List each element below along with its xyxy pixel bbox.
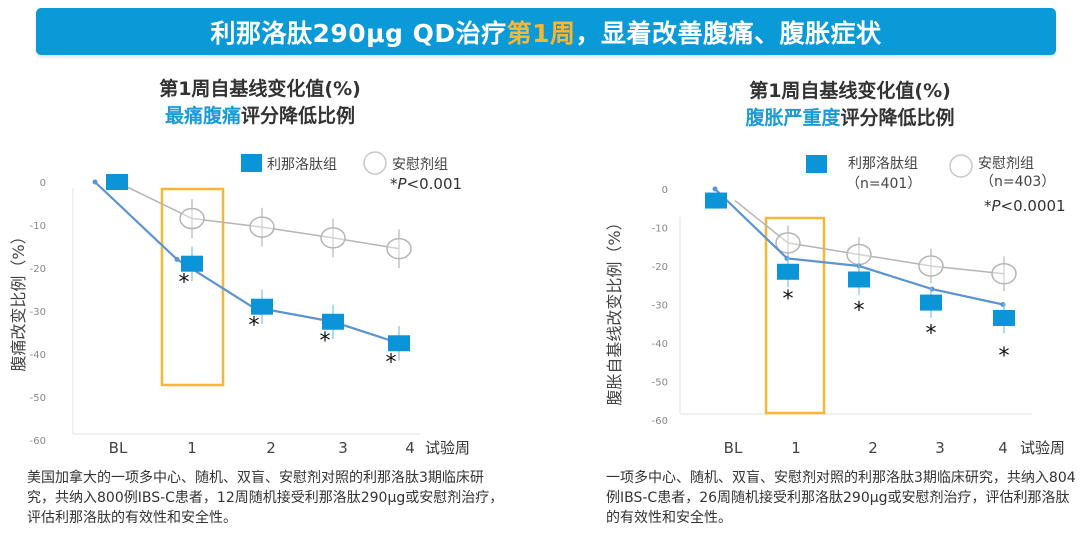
placebo-marker <box>386 237 412 260</box>
right-panel-title: 第1周自基线变化值(%) 腹胀严重度评分降低比例 <box>700 78 1000 132</box>
y-tick-label: -50 <box>30 393 46 404</box>
legend-drug-swatch <box>806 155 827 173</box>
significance-star: * <box>999 344 1010 369</box>
y-tick-label: -10 <box>30 221 46 232</box>
legend-drug-swatch <box>241 154 262 172</box>
drug-marker <box>705 192 727 209</box>
x-tick-label: 1 <box>187 439 197 457</box>
drug-line-point <box>1000 302 1006 307</box>
y-tick-label: -30 <box>652 301 668 312</box>
legend-placebo-label: 安慰剂组 <box>978 155 1034 172</box>
placebo-marker <box>179 207 205 230</box>
placebo-marker <box>918 255 944 277</box>
drug-marker <box>777 263 799 280</box>
right-title-rest: 评分降低比例 <box>840 107 955 129</box>
drug-marker <box>181 255 203 272</box>
p-value-annotation: *P<0.001 <box>390 175 462 193</box>
x-axis-title: 试验周 <box>425 439 470 457</box>
right-title-line1: 第1周自基线变化值(%) <box>749 80 951 102</box>
placebo-marker <box>320 227 346 249</box>
x-tick-label: BL <box>109 439 128 457</box>
left-title-rest: 评分降低比例 <box>241 105 356 127</box>
drug-marker <box>848 271 870 288</box>
left-title-line2: 最痛腹痛评分降低比例 <box>110 103 410 130</box>
placebo-marker <box>249 216 275 238</box>
p-value-annotation: *P<0.0001 <box>984 197 1066 215</box>
placebo-marker <box>775 232 801 254</box>
y-axis-title: 腹胀自基线改变比例（%） <box>605 214 624 405</box>
legend-placebo-swatch <box>949 154 973 178</box>
drug-line-point <box>929 286 935 292</box>
drug-marker <box>920 294 942 311</box>
drug-marker <box>251 298 273 315</box>
y-tick-label: 0 <box>40 178 46 189</box>
right-study-description: 一项多中心、随机、双盲、安慰剂对照的利那洛肽3期临床研究，共纳入804例IBS-… <box>606 470 1076 526</box>
y-tick-label: -60 <box>30 436 46 447</box>
significance-star: * <box>320 329 331 354</box>
significance-star: * <box>783 287 794 312</box>
placebo-marker <box>991 262 1017 285</box>
legend-drug-label: 利那洛肽组 <box>267 157 337 173</box>
placebo-series-line <box>116 181 400 250</box>
significance-star: * <box>179 271 190 296</box>
left-title-line1: 第1周自基线变化值(%) <box>159 78 361 100</box>
header-banner: 利那洛肽290μg QD治疗 第1周 ，显着改善腹痛、腹胀症状 <box>36 8 1056 55</box>
drug-marker <box>106 174 128 190</box>
legend-placebo-n: （n=403） <box>980 174 1055 190</box>
significance-star: * <box>386 350 397 375</box>
x-tick-label: 2 <box>266 439 276 457</box>
drug-marker <box>388 335 410 352</box>
drug-line-point <box>784 255 790 261</box>
y-tick-label: -20 <box>652 262 668 273</box>
right-title-highlight: 腹胀严重度 <box>745 107 841 129</box>
banner-text-part1: 利那洛肽290μg QD治疗 <box>210 18 507 48</box>
week1-highlight-box <box>160 187 225 387</box>
placebo-series-line <box>734 199 1005 275</box>
x-tick-label: 1 <box>791 439 801 457</box>
y-axis-title: 腹痛改变比例（%） <box>9 228 28 371</box>
banner-text-part2: ，显着改善腹痛、腹胀症状 <box>575 18 882 48</box>
left-study-description: 美国加拿大的一项多中心、随机、双盲、安慰剂对照的利那洛肽3期临床研究，共纳入80… <box>27 470 504 526</box>
y-tick-label: -40 <box>652 339 668 350</box>
x-tick-label: 4 <box>998 439 1008 457</box>
y-tick-label: -40 <box>30 350 46 361</box>
legend-drug-n: （n=401） <box>846 176 921 192</box>
x-axis-title: 试验周 <box>1020 439 1065 457</box>
banner-highlight: 第1周 <box>506 18 576 48</box>
y-tick-label: -30 <box>30 307 46 318</box>
right-title-line2: 腹胀严重度评分降低比例 <box>700 105 1000 132</box>
bloating-chart: 0 -10 -20 -30 -40 -50 -60 腹胀自基线改变比例（%） BL 1 2 3 4 试验周… <box>605 154 1066 457</box>
drug-marker <box>993 309 1015 326</box>
x-tick-label: 4 <box>405 439 415 457</box>
x-tick-label: BL <box>724 439 743 457</box>
drug-series-line <box>94 181 400 345</box>
significance-star: * <box>854 298 865 323</box>
placebo-marker <box>846 243 872 266</box>
abdominal-pain-chart: 0 -10 -20 -30 -40 -50 -60 腹痛改变比例（%） BL 1 2 3 4 试验周 * * *… <box>9 151 470 457</box>
y-tick-label: -50 <box>652 378 668 389</box>
drug-line-point <box>92 179 98 185</box>
left-title-highlight: 最痛腹痛 <box>164 105 241 127</box>
drug-line-point <box>712 186 718 192</box>
significance-star: * <box>249 314 260 339</box>
week1-highlight-box <box>764 216 826 415</box>
y-tick-label: -60 <box>652 416 668 427</box>
drug-marker <box>322 313 344 330</box>
y-tick-label: -20 <box>30 264 46 275</box>
x-tick-label: 3 <box>338 439 348 457</box>
y-tick-label: -10 <box>652 224 668 235</box>
legend-placebo-swatch <box>363 151 387 175</box>
left-panel-title: 第1周自基线变化值(%) 最痛腹痛评分降低比例 <box>110 76 410 130</box>
legend-placebo-label: 安慰剂组 <box>392 156 448 173</box>
x-tick-label: 2 <box>868 439 878 457</box>
legend-drug-label: 利那洛肽组 <box>848 156 918 172</box>
significance-star: * <box>926 322 937 347</box>
y-tick-label: 0 <box>662 185 668 196</box>
x-tick-label: 3 <box>935 439 945 457</box>
drug-line-point <box>174 256 180 262</box>
